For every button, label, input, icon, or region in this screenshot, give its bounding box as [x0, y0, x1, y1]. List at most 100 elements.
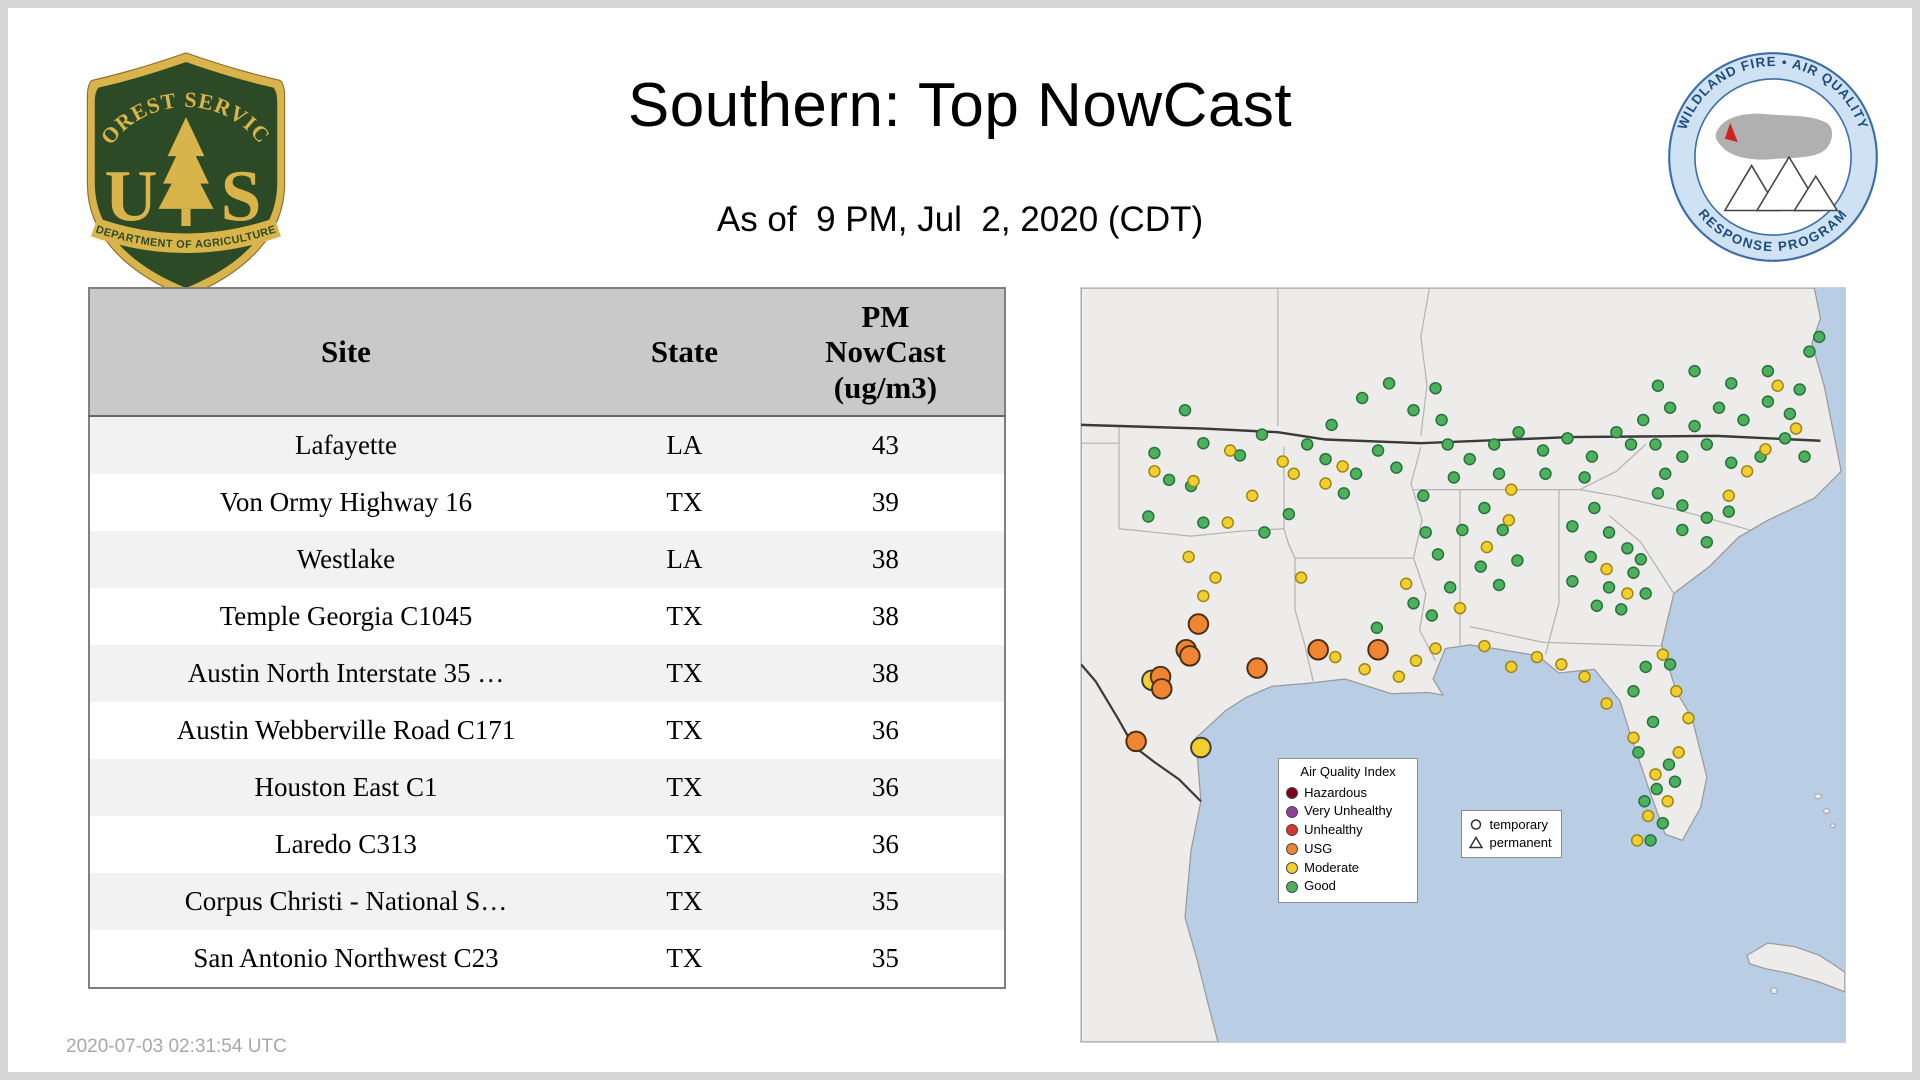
map-dot [1688, 364, 1701, 378]
map-dot [1639, 587, 1652, 600]
red-fire-marker-icon [1724, 122, 1738, 143]
map-dot [1355, 391, 1369, 405]
map-dot [1431, 548, 1445, 561]
legend-item: Unhealthy [1286, 822, 1410, 838]
map-dot [1688, 419, 1701, 433]
legend-label: Moderate [1304, 859, 1360, 875]
site-cell: Westlake [296, 544, 396, 574]
map-dot [1478, 639, 1491, 653]
map-dot [1676, 523, 1689, 537]
state-cell: TX [666, 658, 703, 688]
state-cell: LA [666, 544, 703, 574]
map-dot [1429, 381, 1442, 395]
map-dot [1407, 403, 1420, 417]
map-dot [1390, 461, 1403, 474]
bahamas-islands [1770, 793, 1836, 995]
map-dot [1761, 395, 1775, 408]
map-dot [1670, 685, 1683, 698]
map-dot [1637, 413, 1650, 427]
map-dot [1638, 795, 1651, 808]
generation-timestamp: 2020-07-03 02:31:54 UTC [66, 1036, 287, 1057]
map-dot [1300, 438, 1314, 451]
map-dot [1190, 736, 1212, 759]
map-dot [1600, 697, 1613, 710]
map-dot [1639, 660, 1652, 674]
us-map-silhouette [1715, 113, 1833, 160]
legend-swatch [1286, 880, 1299, 893]
mountains-icon [1723, 155, 1839, 212]
map-dot [1142, 510, 1155, 523]
table-header: Site State PM NowCast (ug/m3) [89, 288, 1005, 417]
map-dot [1578, 670, 1591, 683]
map-dot [1672, 746, 1685, 759]
map-dot [1221, 516, 1234, 529]
map-dot [1663, 658, 1677, 671]
map-dot [1722, 505, 1736, 518]
map-dot [1505, 483, 1518, 496]
value-cell: 36 [871, 715, 899, 745]
pine-tree-icon [158, 117, 214, 227]
map-dot [1409, 654, 1423, 667]
map-dot [1649, 768, 1662, 781]
map-dot [1182, 550, 1195, 564]
map-dot [1682, 711, 1695, 725]
map-dot [1282, 507, 1296, 521]
value-cell: 35 [871, 943, 899, 973]
marker-legend-items: temporary permanent [1469, 817, 1552, 850]
legend-item: Moderate [1286, 860, 1410, 876]
map-dot [1197, 589, 1210, 603]
table-row: Westlake LA 38 [89, 531, 1005, 588]
map-dot [1329, 650, 1342, 664]
map-dot [1646, 715, 1660, 729]
legend-label: Unhealthy [1304, 822, 1363, 838]
map-dot [1600, 562, 1613, 576]
map-dot [1530, 650, 1544, 664]
map-dot [1187, 474, 1200, 488]
region-border [1081, 423, 1821, 445]
map-dot [1661, 795, 1674, 808]
wfaqrp-logo-icon: WILDLAND FIRE • AIR QUALITY RESPONSE PRO… [1666, 50, 1880, 264]
map-dot [1725, 377, 1738, 390]
map-dot [1496, 523, 1509, 537]
table-row: Austin Webberville Road C171 TX 36 [89, 702, 1005, 759]
value-cell: 38 [871, 601, 899, 631]
map-dot [1793, 383, 1806, 396]
map-dot [1789, 422, 1803, 435]
map-dot [1382, 377, 1396, 390]
map-dot [1223, 444, 1237, 457]
map-dot [1349, 467, 1363, 480]
site-cell: Austin North Interstate 35 … [187, 658, 505, 688]
map-dot [1463, 452, 1476, 466]
site-cell: San Antonio Northwest C23 [193, 943, 499, 973]
aqi-legend: Air Quality Index Hazardous Very Unhealth… [1278, 758, 1419, 904]
map-dot [1480, 540, 1494, 554]
table-row: Temple Georgia C1045 TX 38 [89, 588, 1005, 645]
map-dot [1651, 487, 1665, 500]
map-dot [1276, 455, 1289, 468]
map-dot [1478, 501, 1491, 515]
map-dot [1602, 581, 1616, 594]
map-dot [1700, 535, 1714, 549]
aqi-legend-items: Hazardous Very Unhealthy Unhealthy USG Moder… [1286, 785, 1410, 895]
basemap [1081, 288, 1845, 1042]
map-dot [1712, 401, 1726, 414]
value-cell: 36 [871, 772, 899, 802]
map-dot [1803, 345, 1816, 358]
legend-swatch [1286, 843, 1299, 856]
map-dot [1668, 775, 1682, 788]
map-dot [1644, 834, 1657, 847]
map-dot [1425, 609, 1439, 622]
map-dot [1812, 330, 1826, 344]
map-dot [1443, 581, 1457, 594]
map-dot [1419, 526, 1432, 539]
map-dot [1566, 520, 1579, 533]
wfaqrp-seal-icon: WILDLAND FIRE • AIR QUALITY RESPONSE PRO… [1668, 52, 1878, 262]
map-dot [1759, 443, 1772, 456]
map-dot [1511, 554, 1524, 567]
map-dot [1178, 403, 1192, 417]
map-dot [1258, 526, 1271, 539]
map-dot [1336, 460, 1349, 473]
legend-item: Very Unhealthy [1286, 803, 1410, 819]
legend-item: USG [1286, 841, 1410, 857]
